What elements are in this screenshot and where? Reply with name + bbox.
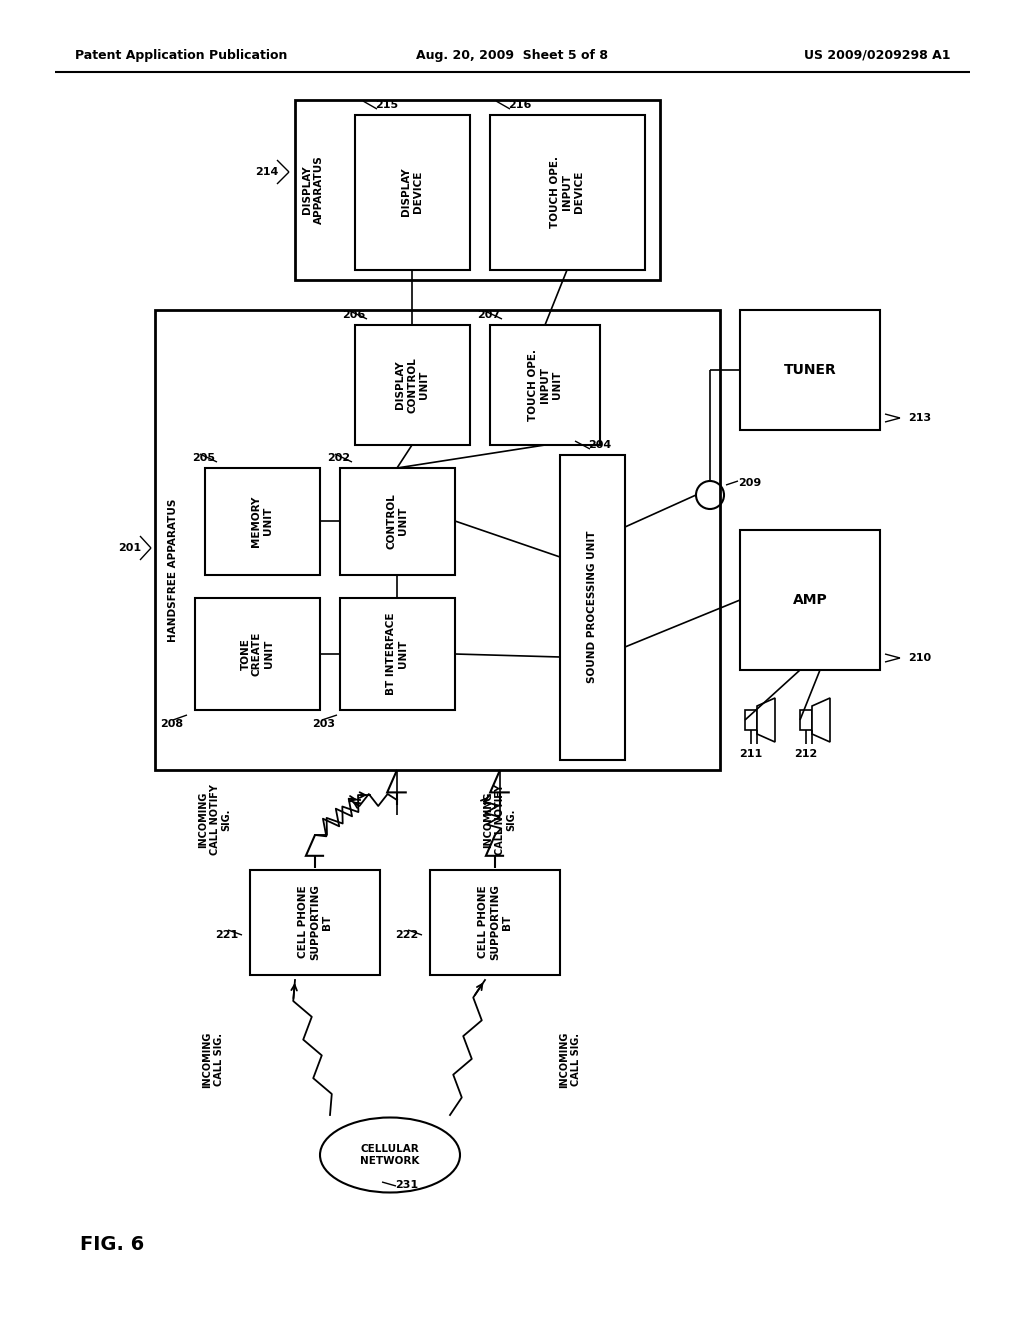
- Text: 202: 202: [327, 453, 350, 463]
- Bar: [490, 325, 600, 445]
- Text: TONE
CREATE
UNIT: TONE CREATE UNIT: [241, 632, 273, 676]
- Text: SOUND PROCESSING UNIT: SOUND PROCESSING UNIT: [587, 531, 597, 684]
- Text: INCOMING
CALL SIG.: INCOMING CALL SIG.: [202, 1032, 224, 1088]
- Polygon shape: [812, 698, 830, 742]
- Text: 212: 212: [795, 748, 817, 759]
- Text: DISPLAY
CONTROL
UNIT: DISPLAY CONTROL UNIT: [395, 358, 429, 413]
- Text: 205: 205: [193, 453, 215, 463]
- Text: Aug. 20, 2009  Sheet 5 of 8: Aug. 20, 2009 Sheet 5 of 8: [416, 49, 608, 62]
- Text: MEMORY
UNIT: MEMORY UNIT: [251, 495, 272, 546]
- Text: INCOMING
CALL SIG.: INCOMING CALL SIG.: [559, 1032, 581, 1088]
- Text: 208: 208: [160, 719, 183, 729]
- Bar: [560, 455, 625, 760]
- Text: 231: 231: [395, 1180, 418, 1191]
- Ellipse shape: [319, 1118, 460, 1192]
- Bar: [430, 870, 560, 975]
- Bar: [250, 870, 380, 975]
- Bar: [800, 710, 812, 730]
- Text: CELL PHONE
SUPPORTING
BT: CELL PHONE SUPPORTING BT: [298, 884, 332, 960]
- Text: INCOMING
CALL NOTIFY
SIG.: INCOMING CALL NOTIFY SIG.: [199, 784, 231, 855]
- Text: HANDSFREE APPARATUS: HANDSFREE APPARATUS: [168, 499, 178, 642]
- Text: DISPLAY
APPARATUS: DISPLAY APPARATUS: [302, 156, 324, 224]
- Text: 203: 203: [312, 719, 335, 729]
- Text: 222: 222: [394, 931, 418, 940]
- Text: TOUCH OPE.
INPUT
UNIT: TOUCH OPE. INPUT UNIT: [528, 348, 561, 421]
- Text: 206: 206: [342, 310, 365, 319]
- Bar: [745, 710, 757, 730]
- Bar: [490, 115, 645, 271]
- Bar: [340, 598, 455, 710]
- Bar: [155, 310, 720, 770]
- Text: 221: 221: [215, 931, 238, 940]
- Text: 213: 213: [908, 413, 931, 422]
- Text: BT INTERFACE
UNIT: BT INTERFACE UNIT: [386, 612, 408, 696]
- Text: TUNER: TUNER: [783, 363, 837, 378]
- Bar: [295, 100, 660, 280]
- Bar: [355, 115, 470, 271]
- Text: Patent Application Publication: Patent Application Publication: [75, 49, 288, 62]
- Polygon shape: [757, 698, 775, 742]
- Text: FIG. 6: FIG. 6: [80, 1236, 144, 1254]
- Text: 216: 216: [508, 100, 531, 110]
- Text: 207: 207: [477, 310, 500, 319]
- Text: AMP: AMP: [793, 593, 827, 607]
- Text: INCOMING
CALL NOTIFY
SIG.: INCOMING CALL NOTIFY SIG.: [483, 784, 516, 855]
- Text: US 2009/0209298 A1: US 2009/0209298 A1: [804, 49, 950, 62]
- Bar: [740, 531, 880, 671]
- Text: 215: 215: [375, 100, 398, 110]
- Bar: [740, 310, 880, 430]
- Text: 211: 211: [739, 748, 763, 759]
- Text: 204: 204: [588, 440, 611, 450]
- Text: CELLULAR
NETWORK: CELLULAR NETWORK: [360, 1144, 420, 1166]
- Bar: [355, 325, 470, 445]
- Bar: [205, 469, 319, 576]
- Text: CONTROL
UNIT: CONTROL UNIT: [386, 494, 408, 549]
- Text: 214: 214: [255, 168, 279, 177]
- Text: 209: 209: [738, 478, 761, 488]
- Bar: [340, 469, 455, 576]
- Text: 210: 210: [908, 653, 931, 663]
- Bar: [195, 598, 319, 710]
- Text: CELL PHONE
SUPPORTING
BT: CELL PHONE SUPPORTING BT: [478, 884, 512, 960]
- Text: TOUCH OPE.
INPUT
DEVICE: TOUCH OPE. INPUT DEVICE: [551, 156, 584, 228]
- Text: 201: 201: [119, 543, 141, 553]
- Text: DISPLAY
DEVICE: DISPLAY DEVICE: [401, 168, 423, 216]
